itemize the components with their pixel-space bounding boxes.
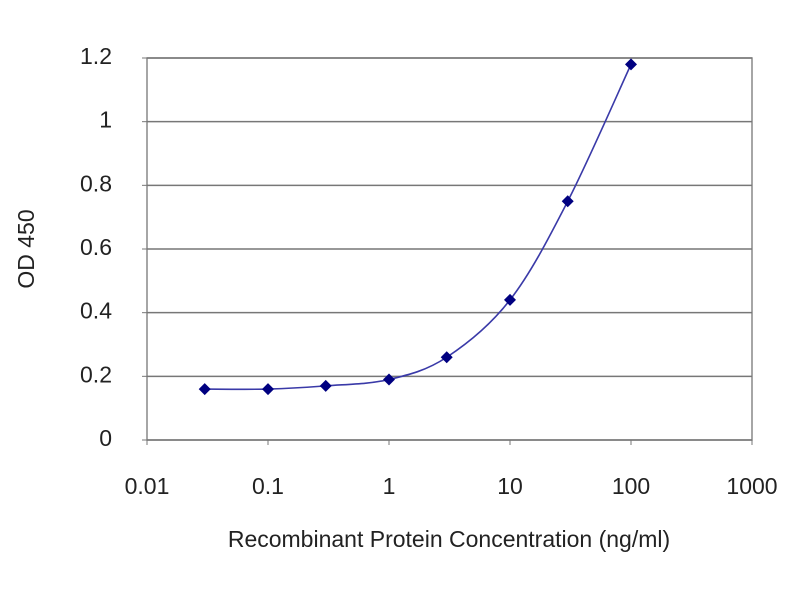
data-point [440, 351, 453, 364]
data-point [504, 293, 516, 306]
x-tick-label: 0.1 [252, 473, 284, 499]
y-axis-label: OD 450 [13, 209, 39, 288]
x-tick-label: 0.01 [125, 473, 170, 499]
data-point [319, 379, 332, 392]
y-tick-label: 1.2 [80, 43, 112, 69]
y-tick-label: 0 [99, 425, 112, 451]
y-tick-label: 0.2 [80, 361, 112, 387]
y-tick-label: 0.6 [80, 234, 112, 260]
x-tick-label: 10 [497, 473, 523, 499]
x-axis-label: Recombinant Protein Concentration (ng/ml… [228, 526, 670, 552]
y-tick-label: 1 [99, 107, 112, 133]
data-point [262, 383, 274, 396]
x-tick-label: 1 [383, 473, 396, 499]
data-point [561, 195, 574, 208]
x-tick-label: 1000 [726, 473, 777, 499]
data-point [198, 383, 211, 396]
y-tick-label: 0.4 [80, 298, 112, 324]
x-tick-label: 100 [612, 473, 650, 499]
data-point [625, 58, 637, 71]
y-tick-label: 0.8 [80, 170, 112, 196]
data-point [383, 373, 395, 386]
